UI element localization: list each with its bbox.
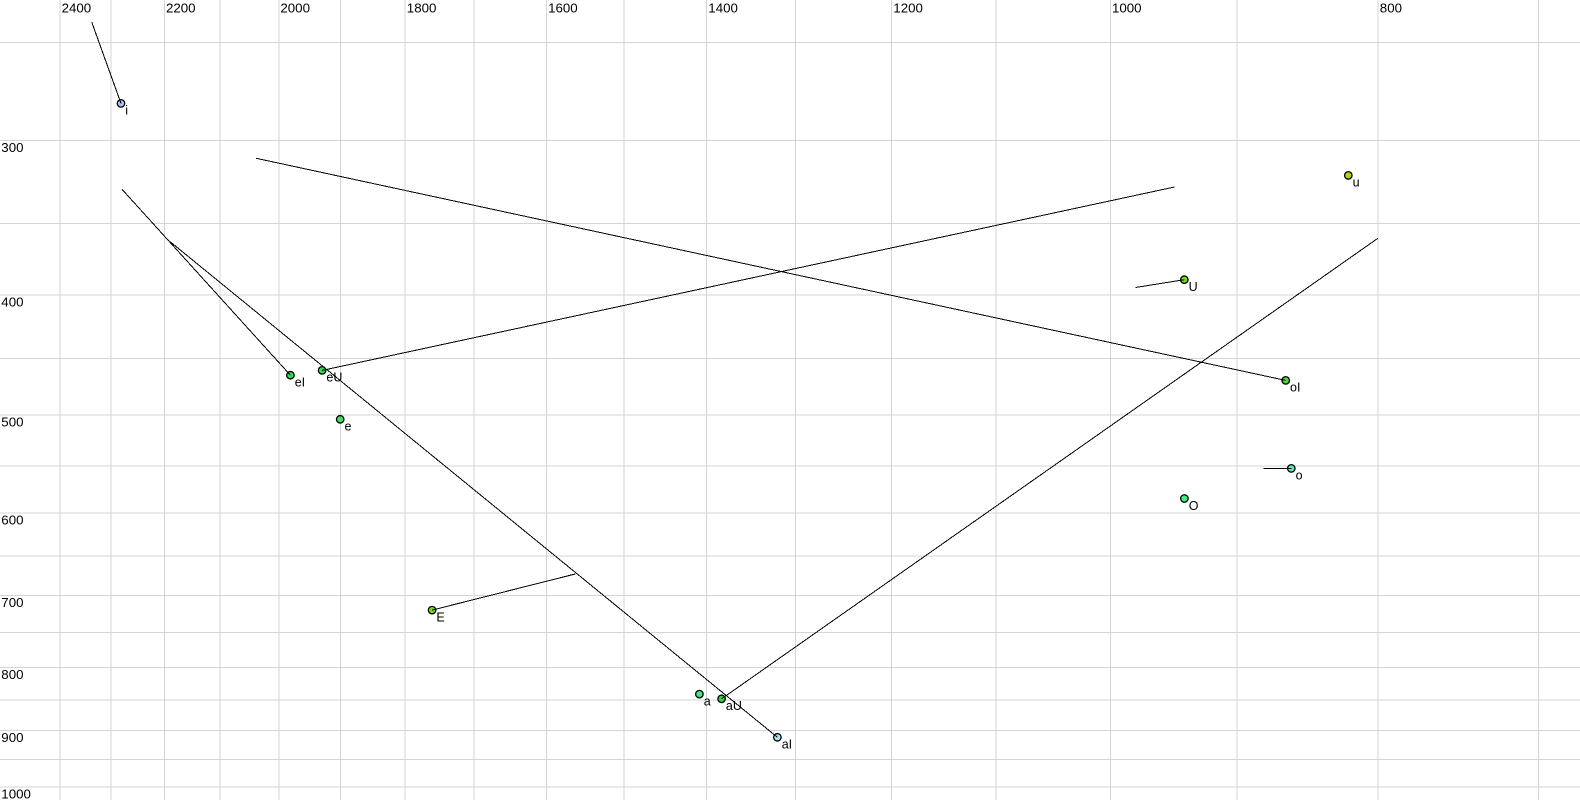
svg-text:u: u <box>1353 176 1360 190</box>
svg-text:800: 800 <box>1380 0 1402 15</box>
svg-text:i: i <box>125 104 128 118</box>
svg-text:300: 300 <box>1 140 23 155</box>
svg-text:400: 400 <box>1 295 23 310</box>
svg-text:2000: 2000 <box>280 0 310 15</box>
svg-text:aI: aI <box>782 738 792 752</box>
svg-text:600: 600 <box>1 512 23 527</box>
svg-text:e: e <box>345 420 352 434</box>
svg-text:1000: 1000 <box>1112 0 1142 15</box>
svg-text:700: 700 <box>1 595 23 610</box>
svg-text:500: 500 <box>1 414 23 429</box>
svg-text:1600: 1600 <box>548 0 578 15</box>
svg-text:1000: 1000 <box>1 787 31 800</box>
svg-text:O: O <box>1189 499 1199 513</box>
svg-text:1200: 1200 <box>893 0 923 15</box>
svg-text:1400: 1400 <box>708 0 738 15</box>
svg-text:900: 900 <box>1 730 23 745</box>
svg-text:1800: 1800 <box>407 0 437 15</box>
svg-text:aU: aU <box>726 699 742 713</box>
svg-text:oI: oI <box>1290 381 1300 395</box>
svg-text:2200: 2200 <box>166 0 196 15</box>
svg-text:E: E <box>436 610 444 624</box>
svg-text:eI: eI <box>295 376 305 390</box>
svg-text:o: o <box>1296 469 1303 483</box>
svg-text:a: a <box>704 694 711 708</box>
svg-text:800: 800 <box>1 667 23 682</box>
svg-text:U: U <box>1189 280 1198 294</box>
svg-text:eU: eU <box>326 371 342 385</box>
svg-text:2400: 2400 <box>62 0 92 15</box>
